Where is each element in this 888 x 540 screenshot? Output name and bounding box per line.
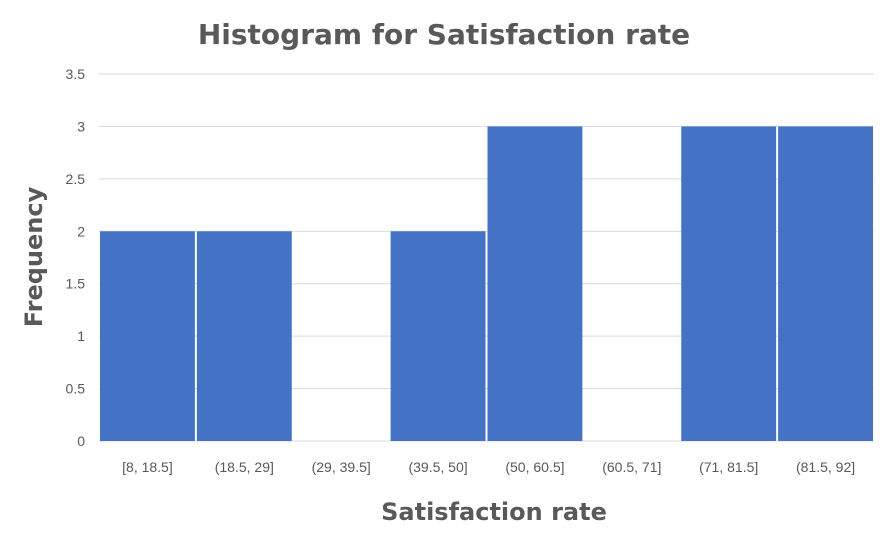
x-axis-title: Satisfaction rate <box>381 498 607 526</box>
y-tick-label: 0 <box>77 433 85 449</box>
x-tick-label: (50, 60.5] <box>505 459 564 475</box>
x-tick-label: [8, 18.5] <box>122 459 173 475</box>
y-tick-label: 2 <box>77 223 85 239</box>
y-tick-label: 1.5 <box>66 276 86 292</box>
x-tick-label: (60.5, 71] <box>602 459 661 475</box>
bar-3 <box>390 231 486 441</box>
axes: 0 0.5 1 1.5 2 2.5 3 3.5 [8, 18.5] (18.5, 29] (29, … <box>66 66 856 475</box>
x-tick-label: (39.5, 50] <box>408 459 467 475</box>
y-tick-label: 1 <box>77 328 85 344</box>
y-axis-title: Frequency <box>20 186 48 327</box>
x-tick-label: (71, 81.5] <box>699 459 758 475</box>
bar-1 <box>196 231 292 441</box>
bar-4 <box>487 126 583 441</box>
bar-6 <box>681 126 777 441</box>
x-tick-label: (81.5, 92] <box>796 459 855 475</box>
x-tick-label: (29, 39.5] <box>312 459 371 475</box>
bar-0 <box>100 231 195 441</box>
y-tick-label: 0.5 <box>66 381 86 397</box>
x-tick-label: (18.5, 29] <box>215 459 274 475</box>
y-tick-label: 3.5 <box>66 66 86 82</box>
bar-7 <box>778 126 873 441</box>
bars <box>100 126 873 441</box>
y-tick-label: 2.5 <box>66 171 86 187</box>
chart-title: Histogram for Satisfaction rate <box>198 18 690 51</box>
y-tick-label: 3 <box>77 118 85 134</box>
